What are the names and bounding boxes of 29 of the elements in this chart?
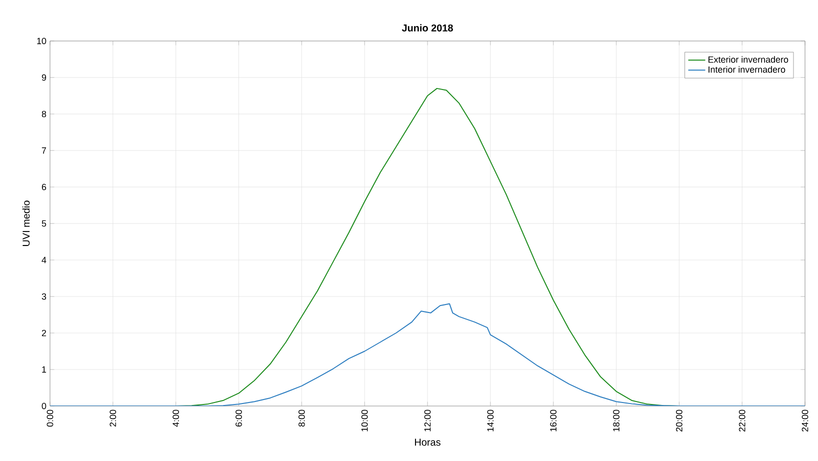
x-tick-label: 12:00 (424, 410, 431, 432)
y-tick-label: 2 (42, 330, 46, 336)
y-tick-label: 1 (42, 366, 46, 373)
x-tick-label: 6:00 (236, 410, 242, 427)
x-tick-label: 18:00 (613, 410, 620, 432)
x-tick-label: 24:00 (802, 410, 808, 432)
y-tick-label: 4 (42, 256, 46, 264)
x-tick-label: 2:00 (110, 410, 116, 427)
x-tick-label: 16:00 (550, 410, 557, 432)
x-axis-title: Horas (415, 438, 440, 446)
x-tick-label: 22:00 (738, 410, 746, 432)
x-tick-label: 0:00 (46, 410, 54, 427)
x-tick-label: 4:00 (172, 410, 180, 427)
y-tick-label: 10 (37, 38, 46, 44)
y-tick-label: 7 (42, 147, 46, 154)
x-tick-label: 8:00 (298, 410, 305, 427)
y-tick-label: 3 (42, 293, 46, 300)
y-tick-label: 5 (42, 220, 46, 227)
legend-label: Exterior invernadero (708, 56, 788, 63)
chart-title: Junio 2018 (402, 24, 453, 32)
y-tick-label: 6 (42, 184, 46, 190)
y-axis-title: UVI medio (22, 200, 30, 246)
y-tick-label: 0 (42, 402, 46, 410)
x-tick-label: 20:00 (676, 410, 682, 432)
x-tick-label: 10:00 (361, 410, 368, 432)
legend-label: Interior invernadero (708, 66, 786, 73)
y-tick-label: 9 (42, 74, 46, 81)
x-tick-label: 14:00 (487, 410, 494, 432)
y-tick-label: 8 (42, 110, 46, 118)
